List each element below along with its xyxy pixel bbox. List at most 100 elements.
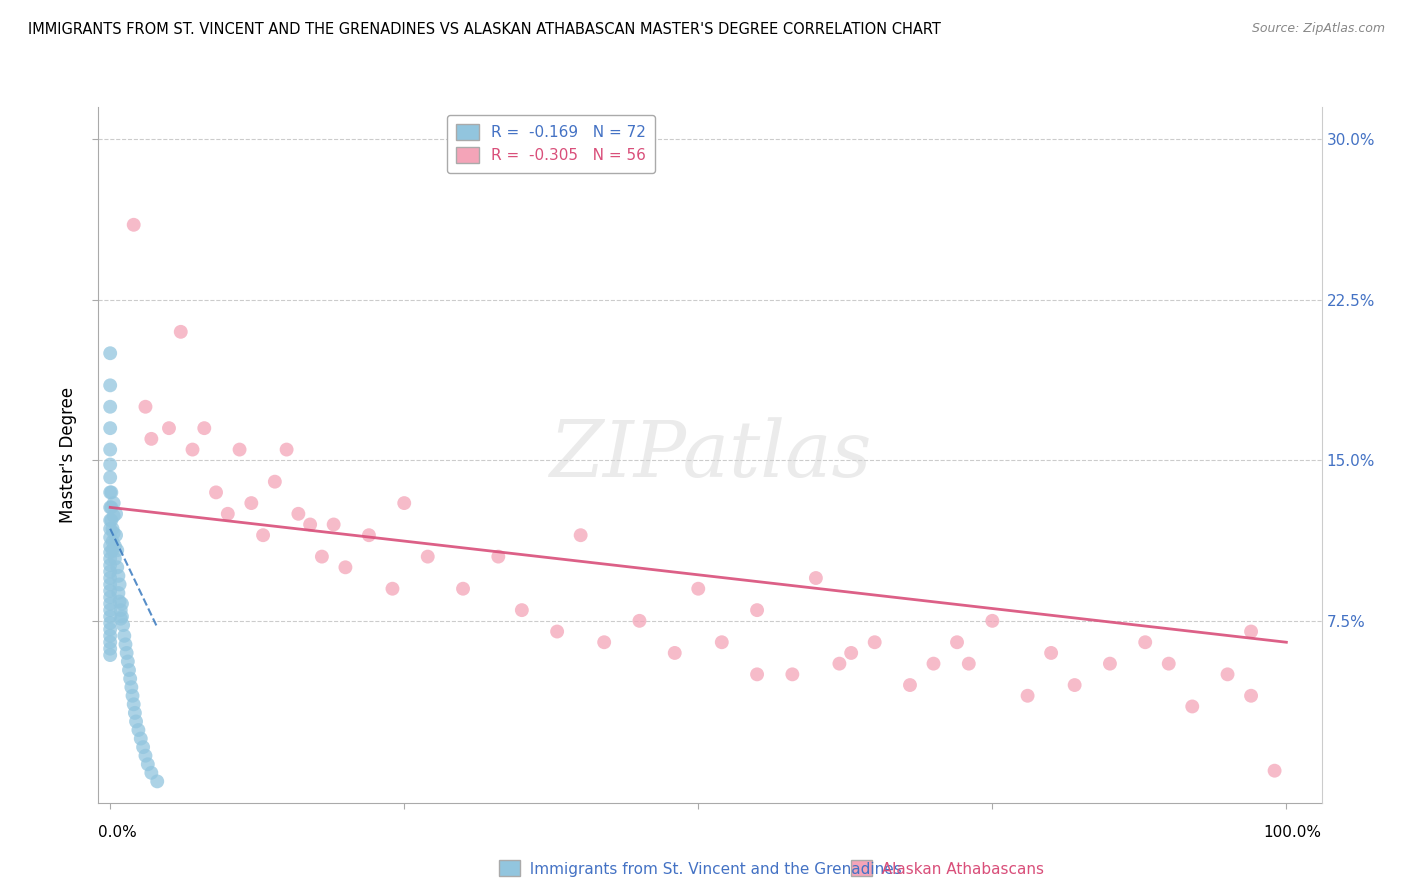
Point [569,528,592,542]
Point [1135,635,1157,649]
Point [664,646,686,660]
Point [322,517,344,532]
Point [98,615,121,630]
Text: 0.0%: 0.0% [98,825,138,840]
Point [98,558,121,573]
Point [101,534,124,549]
Point [112,629,135,643]
Text: Source: ZipAtlas.com: Source: ZipAtlas.com [1251,22,1385,36]
Point [898,678,921,692]
Point [101,543,124,558]
Point [98,629,121,643]
Point [104,551,127,566]
Point [263,475,285,489]
Point [688,582,710,596]
Point [98,539,121,553]
Point [228,442,250,457]
Point [170,325,193,339]
Point [98,603,121,617]
Point [98,378,121,392]
Point [217,507,239,521]
Point [782,667,804,681]
Point [98,545,121,559]
Point [98,648,121,662]
Point [136,757,159,772]
Point [105,507,128,521]
Point [108,577,131,591]
Point [111,597,134,611]
Text: ZIPatlas: ZIPatlas [548,417,872,493]
Point [287,507,309,521]
Point [107,569,129,583]
Point [1181,699,1204,714]
Point [98,577,121,591]
Point [205,485,228,500]
Point [839,646,862,660]
Point [922,657,945,671]
Point [111,609,134,624]
Point [628,614,651,628]
Point [392,496,416,510]
Point [311,549,333,564]
Point [98,583,121,598]
Point [122,218,145,232]
Point [98,400,121,414]
Point [98,591,121,605]
Point [299,517,322,532]
Point [98,635,121,649]
Point [252,528,274,542]
Point [98,641,121,656]
Point [745,603,768,617]
Point [100,485,122,500]
Point [98,346,121,360]
Point [141,432,163,446]
Point [98,571,121,585]
Point [240,496,263,510]
Point [103,508,125,523]
Point [416,549,439,564]
Point [98,421,121,435]
Point [981,614,1004,628]
Point [193,421,215,435]
Point [863,635,886,649]
Point [115,646,138,660]
Point [108,594,131,608]
Point [100,500,122,515]
Point [125,714,148,729]
Y-axis label: Master's Degree: Master's Degree [59,387,77,523]
Point [1264,764,1286,778]
Point [745,667,768,681]
FancyBboxPatch shape [499,860,520,876]
Point [100,513,122,527]
Point [122,698,145,712]
Point [112,618,135,632]
Point [134,748,156,763]
Point [120,672,142,686]
Point [828,657,851,671]
Point [957,657,980,671]
Point [98,623,121,637]
Point [101,522,124,536]
Point [124,706,146,720]
Point [1240,689,1263,703]
Point [1240,624,1263,639]
Point [103,526,125,541]
Point [593,635,616,649]
Point [98,522,121,536]
Point [276,442,298,457]
Point [103,496,125,510]
Point [1216,667,1239,681]
Point [110,603,132,617]
Point [1017,689,1039,703]
Point [381,582,404,596]
Point [335,560,357,574]
Text: Immigrants from St. Vincent and the Grenadines: Immigrants from St. Vincent and the Gren… [520,863,903,877]
Point [1040,646,1063,660]
Point [132,740,155,755]
Point [804,571,827,585]
Point [114,637,136,651]
Point [120,680,142,694]
FancyBboxPatch shape [851,860,872,876]
Point [129,731,152,746]
Point [117,655,139,669]
